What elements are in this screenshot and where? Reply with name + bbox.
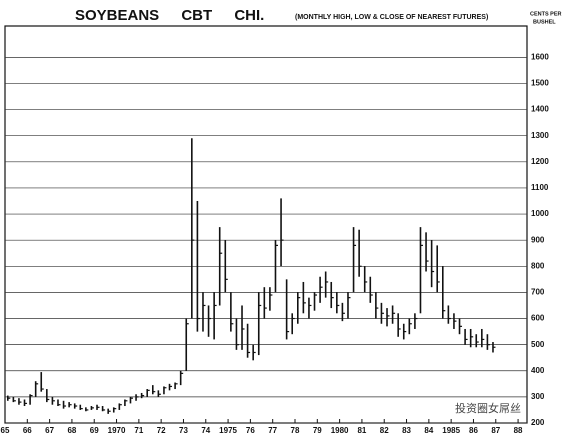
x-tick-label: 79 xyxy=(313,426,322,435)
y-tick-label: 1300 xyxy=(531,131,549,140)
x-tick-label: 1985 xyxy=(442,426,460,435)
y-tick-label: 1500 xyxy=(531,79,549,88)
x-tick-label: 77 xyxy=(268,426,277,435)
x-tick-label: 1975 xyxy=(219,426,237,435)
x-tick-label: 71 xyxy=(134,426,143,435)
y-tick-label: 1200 xyxy=(531,157,549,166)
chart-subtitle: (MONTHLY HIGH, LOW & CLOSE OF NEAREST FU… xyxy=(295,14,488,21)
y-tick-label: 300 xyxy=(531,392,545,401)
y-tick-label: 200 xyxy=(531,418,545,427)
y-tick-label: 500 xyxy=(531,340,545,349)
x-tick-label: 81 xyxy=(357,426,366,435)
x-tick-label: 84 xyxy=(424,426,433,435)
y-tick-label: 600 xyxy=(531,314,545,323)
x-tick-label: 74 xyxy=(201,426,210,435)
x-tick-label: 73 xyxy=(179,426,188,435)
x-tick-label: 82 xyxy=(380,426,389,435)
chart-title: SOYBEANS CBT CHI. xyxy=(75,7,264,24)
y-axis-label: BUSHEL xyxy=(533,19,556,25)
y-tick-label: 400 xyxy=(531,366,545,375)
y-tick-label: 1400 xyxy=(531,105,549,114)
y-tick-label: 1100 xyxy=(531,183,549,192)
x-tick-label: 78 xyxy=(291,426,300,435)
y-tick-label: 800 xyxy=(531,261,545,270)
x-tick-label: 1970 xyxy=(108,426,126,435)
x-tick-label: 86 xyxy=(469,426,478,435)
x-tick-label: 69 xyxy=(90,426,99,435)
plot-frame xyxy=(4,25,528,424)
y-tick-label: 900 xyxy=(531,235,545,244)
x-tick-label: 87 xyxy=(491,426,500,435)
x-tick-label: 65 xyxy=(1,426,10,435)
y-tick-label: 1000 xyxy=(531,209,549,218)
x-tick-label: 67 xyxy=(45,426,54,435)
x-tick-label: 68 xyxy=(67,426,76,435)
x-tick-label: 88 xyxy=(514,426,523,435)
x-tick-label: 66 xyxy=(23,426,32,435)
x-tick-label: 1980 xyxy=(331,426,349,435)
watermark: 投资圈女屌丝 xyxy=(455,401,521,415)
y-axis-label: CENTS PER xyxy=(530,11,562,17)
x-tick-label: 72 xyxy=(157,426,166,435)
y-tick-label: 1600 xyxy=(531,52,549,61)
x-tick-label: 83 xyxy=(402,426,411,435)
x-tick-label: 76 xyxy=(246,426,255,435)
y-tick-label: 700 xyxy=(531,288,545,297)
